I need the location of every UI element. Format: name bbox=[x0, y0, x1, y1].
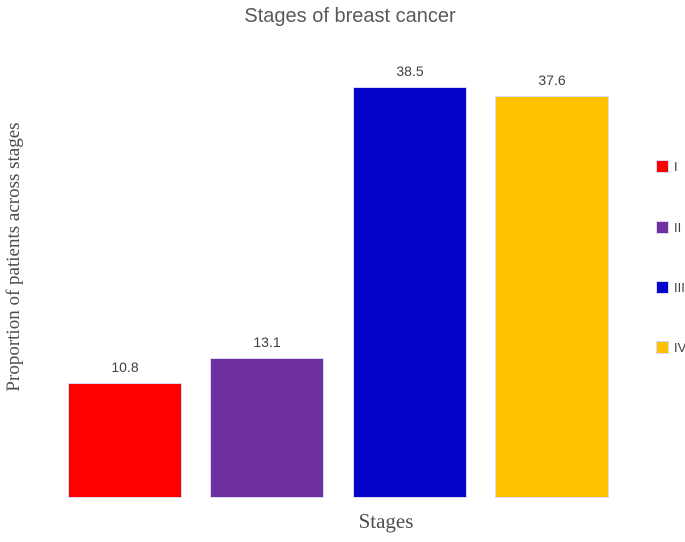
bar-stage-III bbox=[353, 87, 467, 498]
bar-stage-IV bbox=[495, 96, 609, 498]
bar-value-label-I: 10.8 bbox=[111, 359, 139, 375]
bar-value-label-II: 13.1 bbox=[253, 334, 281, 350]
bar-value-label-III: 38.5 bbox=[396, 63, 424, 79]
bar-stage-II bbox=[210, 358, 324, 498]
x-axis-title: Stages bbox=[358, 509, 414, 533]
bar-value-label-IV: 37.6 bbox=[538, 72, 566, 88]
bar-stage-I bbox=[68, 383, 182, 498]
chart-title: Stages of breast cancer bbox=[244, 5, 456, 27]
